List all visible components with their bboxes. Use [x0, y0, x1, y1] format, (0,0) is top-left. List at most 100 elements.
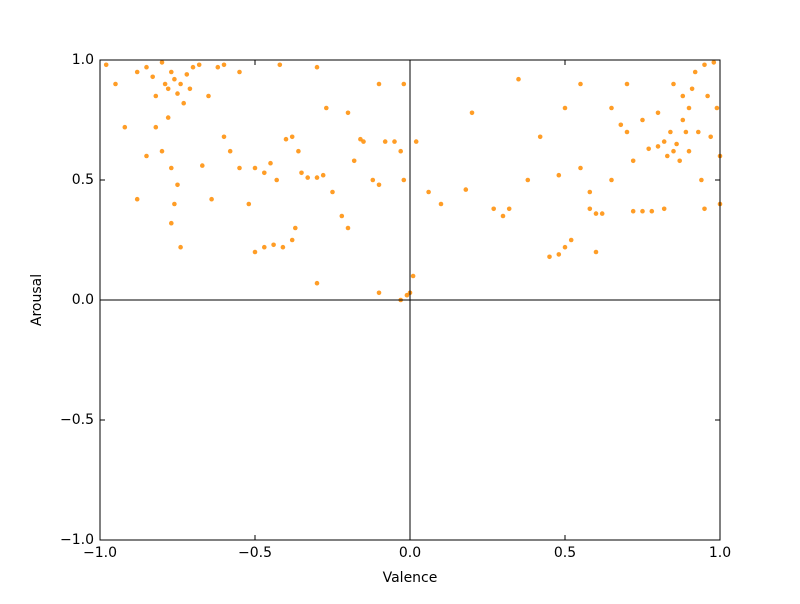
point — [314, 64, 320, 70]
point — [314, 175, 320, 180]
point — [547, 254, 552, 260]
point — [692, 69, 698, 75]
point — [153, 124, 159, 130]
point — [578, 81, 583, 87]
point — [562, 105, 568, 111]
point — [696, 129, 701, 135]
point — [274, 177, 280, 183]
point — [345, 110, 351, 116]
y-tick-label: −0.5 — [60, 412, 94, 428]
point — [398, 148, 404, 154]
point — [181, 100, 186, 106]
point — [252, 165, 258, 171]
point — [305, 175, 311, 180]
point — [463, 187, 469, 192]
point — [339, 213, 345, 219]
x-tick-label: 1.0 — [709, 545, 731, 561]
point — [702, 206, 707, 212]
y-tick-label: 0.0 — [72, 292, 94, 308]
point — [708, 134, 713, 140]
point — [702, 62, 707, 68]
point — [221, 134, 227, 140]
point — [665, 153, 670, 159]
point — [361, 139, 366, 144]
point — [134, 69, 140, 75]
point — [655, 110, 661, 116]
point — [624, 81, 630, 87]
point — [593, 249, 599, 255]
point — [624, 129, 630, 135]
point — [587, 206, 593, 212]
point — [376, 182, 382, 188]
point — [714, 105, 720, 111]
point — [165, 86, 171, 92]
point — [578, 165, 583, 171]
point — [169, 220, 174, 226]
point — [711, 60, 717, 65]
point — [227, 148, 233, 154]
point — [206, 93, 211, 99]
point — [162, 81, 168, 87]
point — [165, 115, 171, 120]
y-tick-label: −1.0 — [60, 532, 94, 548]
point — [144, 153, 149, 159]
point — [289, 134, 295, 140]
point — [358, 136, 363, 142]
point — [525, 177, 531, 183]
x-tick-label: 0.0 — [399, 545, 421, 561]
point — [271, 242, 276, 248]
x-tick-label: −0.5 — [238, 545, 272, 561]
point — [169, 69, 174, 75]
point — [277, 62, 283, 68]
point — [661, 139, 667, 144]
y-tick-label: 1.0 — [72, 52, 94, 68]
point — [376, 290, 382, 296]
point — [646, 146, 651, 152]
point — [630, 208, 636, 214]
point — [680, 117, 686, 123]
point — [516, 76, 521, 82]
point — [649, 208, 655, 214]
point — [410, 273, 416, 279]
point — [113, 81, 118, 87]
point — [215, 64, 221, 70]
point — [668, 129, 673, 135]
point — [556, 252, 562, 257]
point — [599, 211, 605, 216]
point — [376, 81, 382, 87]
point — [661, 206, 667, 212]
point — [153, 93, 159, 99]
point — [178, 244, 183, 250]
point — [262, 244, 267, 250]
point — [330, 189, 335, 195]
point — [686, 105, 692, 111]
point — [289, 237, 295, 243]
point — [404, 292, 410, 298]
point — [314, 280, 320, 286]
y-axis-label: Arousal — [29, 274, 45, 326]
point — [671, 81, 676, 87]
point — [469, 110, 475, 116]
point — [150, 74, 155, 80]
point — [705, 93, 710, 99]
point — [262, 170, 267, 176]
point — [184, 72, 190, 77]
point — [159, 148, 165, 154]
point — [382, 139, 388, 144]
point — [351, 158, 357, 164]
point — [196, 62, 202, 68]
point — [175, 182, 180, 188]
x-tick-label: −1.0 — [83, 545, 117, 561]
point — [134, 196, 140, 202]
point — [426, 189, 431, 195]
point — [500, 213, 506, 219]
point — [680, 93, 686, 99]
point — [252, 249, 258, 255]
point — [345, 225, 351, 231]
point — [506, 206, 512, 212]
point — [268, 160, 273, 166]
point — [593, 211, 599, 216]
point — [246, 201, 252, 207]
point — [144, 64, 149, 70]
point — [293, 225, 298, 231]
